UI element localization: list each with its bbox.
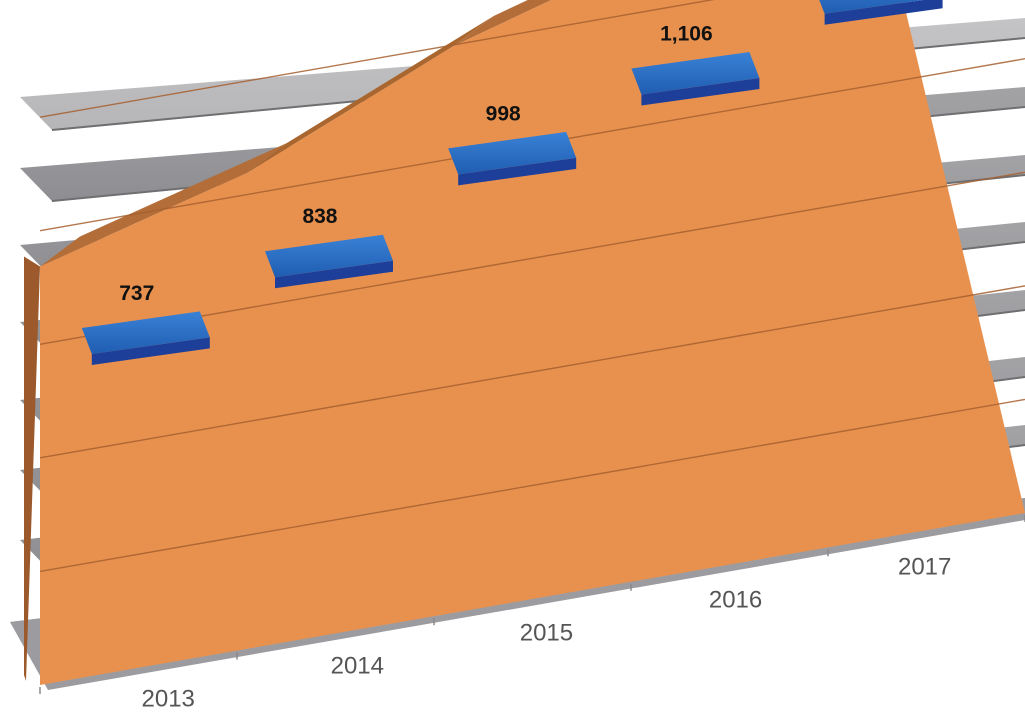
x-tick-label: 2013	[142, 685, 195, 712]
area-gridline	[39, 398, 1025, 573]
x-tick-label: 2014	[331, 652, 384, 679]
area-top-face	[453, 0, 552, 46]
data-label: 737	[119, 282, 154, 305]
data-label: 1,106	[660, 23, 713, 46]
x-tick-label: 2016	[709, 586, 762, 613]
x-tick-label: 2017	[898, 553, 951, 580]
data-marker-side	[275, 260, 393, 289]
data-marker-side	[824, 0, 943, 25]
data-markers	[81, 0, 943, 365]
area-gridline	[39, 0, 715, 118]
data-marker-side	[91, 337, 210, 365]
area-gridline	[39, 285, 1025, 459]
area-side-face	[24, 256, 40, 681]
data-label: 998	[486, 102, 521, 125]
data-marker-side	[458, 157, 577, 186]
x-tick-label: 2015	[520, 619, 573, 646]
x-axis-labels: 2013 2014 2015 2016 2017	[142, 553, 952, 712]
data-marker-side	[641, 78, 760, 106]
data-marker	[819, 0, 924, 14]
x-axis-ticks	[39, 515, 1025, 694]
data-label: 838	[302, 205, 337, 228]
area-series	[24, 0, 1025, 685]
area-top-face	[40, 143, 287, 267]
area-gridline	[39, 171, 1025, 345]
area-top-face	[246, 16, 494, 173]
data-marker	[81, 311, 210, 354]
data-marker	[265, 234, 393, 278]
data-marker	[448, 131, 577, 175]
area-front-face	[40, 0, 1025, 685]
data-marker	[631, 52, 760, 95]
